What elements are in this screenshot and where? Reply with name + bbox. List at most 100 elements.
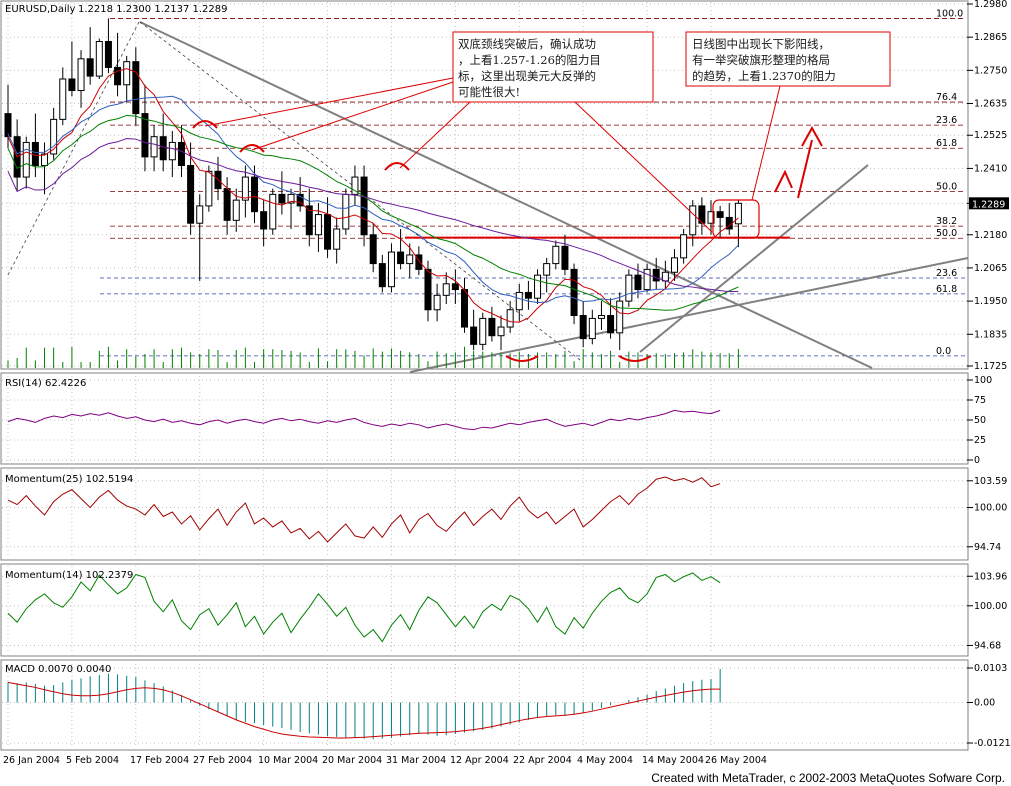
y-tick-label: 1.1950: [974, 296, 1007, 307]
x-tick-label: 26 Jan 2004: [3, 755, 60, 766]
y-tick-label: 1.2065: [974, 263, 1007, 274]
fibo-level-label: 50.0: [936, 228, 957, 239]
candle-body: [205, 170, 213, 207]
moving-average-line: [7, 138, 739, 293]
candle-body: [232, 199, 240, 221]
bottom-arc-mark: [505, 355, 539, 362]
momentum25-panel[interactable]: 103.59 100.00 94.74 Momentum(25) 102.5194: [0, 467, 1007, 561]
momentum14-title: Momentum(14) 102.2379: [5, 570, 133, 581]
fibo-level-label: 100.0: [936, 8, 963, 19]
candle-body: [68, 78, 76, 92]
callout-pointer: [251, 81, 454, 151]
candle-body: [616, 300, 624, 334]
momentum14-panel[interactable]: 103.96 100.00 94.68 Momentum(14) 102.2379: [0, 563, 1007, 657]
candle-body: [680, 234, 688, 259]
x-tick-label: 14 May 2004: [642, 755, 704, 766]
candle-body: [579, 315, 587, 340]
fibo-level-label: 38.2: [936, 216, 957, 227]
top-arc-mark: [239, 144, 265, 153]
y-tick-label: 1.2525: [974, 130, 1007, 141]
candle-body: [141, 113, 149, 158]
macd-panel[interactable]: 0.0103 0.00 -0.0121 MACD 0.0070 0.0040: [0, 659, 1011, 751]
y-tick-label: 1.2635: [974, 99, 1007, 110]
callout-pointer: [399, 101, 471, 169]
candle-body: [269, 193, 277, 230]
top-arc-mark: [192, 120, 218, 129]
x-tick-label: 10 Mar 2004: [258, 755, 318, 766]
candle-body: [698, 205, 706, 224]
y-tick-label: 1.2180: [974, 230, 1007, 241]
up-arrow-mark: [797, 125, 823, 199]
moving-average-line: [7, 68, 739, 323]
candle-body: [406, 254, 414, 265]
fibo-level-label: 76.4: [936, 92, 957, 103]
callout-pointer: [751, 85, 781, 201]
left-note-line: 可能性很大!: [458, 85, 520, 99]
candle-body: [470, 326, 478, 345]
candle-body: [652, 268, 660, 282]
candle-body: [734, 202, 742, 225]
y-tick-label: 1.2750: [974, 65, 1007, 76]
candle-body: [415, 254, 423, 270]
candle-body: [50, 118, 58, 155]
candle-body: [707, 211, 715, 224]
left-note-line: 双底颈线突破后，确认成功: [458, 37, 596, 51]
candle-body: [278, 193, 286, 204]
candle-body: [177, 141, 185, 167]
x-tick-label: 20 Mar 2004: [322, 755, 382, 766]
macd-signal-line: [7, 681, 721, 739]
candle-body: [342, 193, 350, 230]
credit-text: Created with MetaTrader, c 2002-2003 Met…: [651, 771, 1005, 785]
candle-body: [634, 274, 642, 291]
y-tick-label: 1.2410: [974, 163, 1007, 174]
callout-pointer: [574, 101, 713, 233]
right-annotation-box: 日线图中出现长下影阳线， 有一举突破旗形整理的格局 的趋势，上看1.2370的阻…: [685, 31, 891, 87]
fibo-level-label: 61.8: [936, 284, 957, 295]
candle-body: [114, 66, 122, 86]
candle-body: [187, 165, 195, 224]
candle-body: [625, 274, 633, 302]
candle-body: [31, 141, 39, 167]
callout-pointer: [204, 77, 454, 127]
fibo-level-label: 0.0: [936, 346, 951, 357]
fibo-level-label: 23.6: [936, 115, 957, 126]
y-tick-label: 100.00: [974, 601, 1007, 612]
candle-body: [369, 234, 377, 265]
flag-pattern-box: [712, 199, 760, 239]
candle-body: [95, 40, 103, 77]
x-tick-label: 22 Apr 2004: [513, 755, 572, 766]
candle-body: [260, 211, 268, 230]
downtrend-line: [139, 21, 873, 369]
top-arc-mark: [384, 162, 410, 171]
y-tick-label: 1.2980: [974, 0, 1007, 10]
candle-body: [387, 251, 395, 288]
momentum25-title: Momentum(25) 102.5194: [5, 474, 133, 485]
moving-average-line: [7, 114, 739, 311]
y-tick-label: 100: [974, 375, 992, 386]
candle-body: [59, 78, 67, 120]
candle-body: [333, 228, 341, 250]
rsi-panel[interactable]: 100 75 50 25 0 RSI(14) 62.4226: [0, 372, 992, 466]
y-tick-label: 0: [974, 455, 980, 466]
candle-body: [597, 315, 605, 319]
indicator-line: [7, 476, 721, 543]
dotted-channel-line: [139, 21, 581, 361]
candle-body: [86, 58, 94, 77]
right-note-line: 日线图中出现长下影阳线，: [692, 37, 830, 51]
y-tick-label: 94.68: [974, 640, 1001, 651]
y-tick-label: 0.0103: [974, 663, 1007, 674]
x-tick-label: 27 Feb 2004: [193, 755, 252, 766]
indicator-line: [7, 409, 721, 431]
candle-body: [241, 176, 249, 201]
candle-body: [570, 268, 578, 317]
symbol-label: EURUSD,Daily: [5, 4, 76, 15]
candle-body: [670, 257, 678, 273]
y-tick-label: 25: [974, 435, 986, 446]
left-note-line: 标，这里出现美元大反弹的: [458, 69, 596, 83]
candle-body: [442, 283, 450, 296]
candle-body: [360, 176, 368, 236]
candle-body: [543, 263, 551, 276]
steep-uptrend-line: [639, 164, 869, 353]
candle-body: [351, 176, 359, 195]
